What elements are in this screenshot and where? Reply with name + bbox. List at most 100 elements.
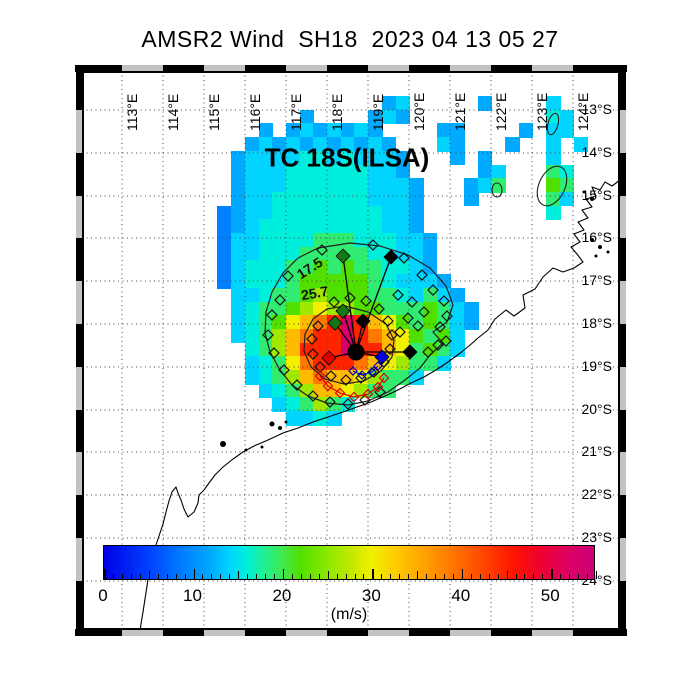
- wind-cell: [477, 164, 493, 179]
- wind-cell: [244, 137, 260, 152]
- colorbar-tick: [524, 574, 526, 579]
- wind-cell: [381, 96, 397, 111]
- storm-name-label: TC 18S(ILSA): [264, 142, 430, 173]
- zebra-segment: [245, 629, 286, 636]
- zebra-segment: [409, 65, 450, 72]
- wind-cell: [395, 150, 410, 166]
- wind-cell: [477, 96, 493, 111]
- wind-cell: [272, 137, 287, 152]
- colorbar-tick-label: 0: [98, 586, 108, 605]
- wind-cell: [340, 137, 356, 152]
- zebra-segment: [450, 65, 491, 72]
- colorbar-tick: [417, 571, 419, 579]
- colorbar-tick: [256, 574, 258, 579]
- lon-tick-label: 118°E: [329, 93, 345, 131]
- colorbar-tick: [354, 574, 356, 579]
- zebra-segment: [122, 629, 163, 636]
- lat-tick-label: 18°S: [581, 315, 612, 331]
- wind-cell: [450, 137, 465, 152]
- wind-cell: [354, 150, 369, 166]
- lon-tick-label: 117°E: [288, 93, 304, 131]
- colorbar-tick: [300, 574, 302, 579]
- colorbar-tick: [265, 574, 266, 579]
- zebra-segment: [163, 65, 204, 72]
- colorbar-tick: [130, 574, 132, 579]
- zebra-segment: [619, 367, 626, 410]
- zebra-segment: [245, 65, 286, 72]
- wind-cell: [354, 137, 369, 152]
- colorbar-tick: [443, 574, 445, 579]
- zebra-segment: [76, 495, 83, 538]
- lat-tick-label: 22°S: [581, 486, 612, 502]
- lon-tick-label: 120°E: [411, 92, 427, 131]
- colorbar-tick: [515, 574, 517, 579]
- colorbar-unit-label: (m/s): [330, 606, 368, 623]
- colorbar-tick: [452, 574, 454, 579]
- colorbar-tick: [381, 574, 383, 579]
- colorbar-tick: [148, 571, 150, 579]
- wind-cell: [505, 137, 520, 152]
- colorbar-tick: [193, 569, 196, 579]
- wind-cell: [450, 123, 465, 138]
- colorbar-tick-label: 10: [182, 586, 202, 605]
- colorbar-tick: [220, 574, 222, 579]
- colorbar-tick: [274, 574, 275, 579]
- wind-cell: [573, 137, 589, 152]
- zebra-segment: [163, 629, 204, 636]
- colorbar-tick: [282, 569, 285, 579]
- lat-tick-label: 23°S: [581, 529, 612, 545]
- colorbar-tick: [408, 574, 410, 579]
- lon-tick-label: 119°E: [370, 93, 386, 131]
- colorbar-tick: [542, 574, 544, 579]
- zebra-segment: [491, 65, 532, 72]
- zebra-segment: [532, 65, 573, 72]
- colorbar-tick: [211, 574, 213, 579]
- wind-cell: [285, 150, 301, 166]
- wind-cell: [395, 109, 410, 125]
- zebra-segment: [76, 538, 83, 581]
- wind-cell: [368, 150, 383, 166]
- wind-cell: [299, 109, 315, 125]
- colorbar-tick: [533, 574, 535, 579]
- wind-cell: [258, 164, 273, 179]
- lat-tick-label: 21°S: [581, 443, 612, 459]
- wind-cell: [436, 137, 452, 152]
- zebra-segment: [573, 629, 627, 636]
- colorbar-tick: [479, 574, 481, 579]
- zebra-segment: [368, 65, 409, 72]
- zebra-segment: [619, 196, 626, 238]
- colorbar-tick: [426, 574, 427, 579]
- zebra-segment: [619, 324, 626, 367]
- colorbar-tick: [560, 574, 562, 579]
- wind-cell: [285, 137, 301, 152]
- colorbar-tick: [399, 574, 401, 579]
- colorbar-tick: [175, 574, 177, 579]
- colorbar-tick: [112, 574, 114, 579]
- zebra-segment: [76, 110, 83, 153]
- zebra-segment: [76, 281, 83, 324]
- plot-title: AMSR2 Wind SH18 2023 04 13 05 27: [141, 26, 559, 52]
- wind-cell: [340, 123, 356, 138]
- wind-cell: [244, 150, 260, 166]
- wind-cell: [258, 137, 273, 152]
- wind-cell: [313, 137, 328, 152]
- zebra-segment: [327, 65, 368, 72]
- wind-cell: [518, 123, 534, 138]
- zebra-segment: [619, 538, 626, 581]
- zebra-segment: [619, 581, 626, 636]
- zebra-segment: [368, 629, 409, 636]
- zebra-segment: [619, 153, 626, 196]
- lon-tick-label: 113°E: [124, 93, 140, 131]
- colorbar-tick: [336, 574, 338, 579]
- wind-cell: [395, 96, 410, 111]
- zebra-segment: [76, 367, 83, 410]
- wind-cell: [381, 137, 397, 152]
- lon-tick-label: 122°E: [493, 92, 509, 131]
- wind-cell: [354, 164, 369, 179]
- zebra-segment: [532, 629, 573, 636]
- wind-cell: [354, 123, 369, 138]
- wind-cell: [477, 150, 493, 166]
- wind-cell: [546, 150, 561, 166]
- wind-cell: [299, 164, 315, 179]
- wind-cell: [559, 123, 575, 138]
